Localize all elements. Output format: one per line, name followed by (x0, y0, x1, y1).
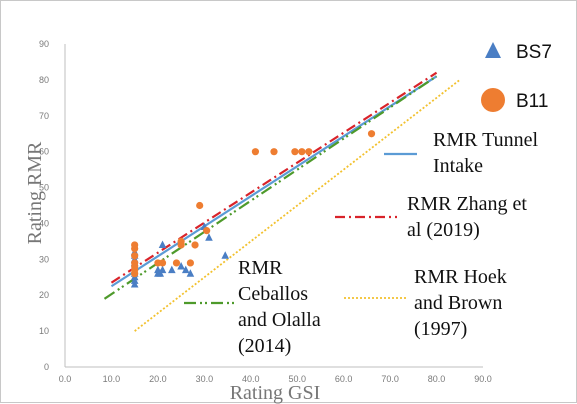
line-label-text: and Brown (414, 292, 502, 314)
b11-point (131, 259, 139, 267)
b11-point (172, 259, 181, 267)
b11-point (298, 148, 306, 156)
line-label-text: and Olalla (238, 309, 321, 331)
line-label-text: (2014) (238, 335, 291, 357)
y-tick-label: 50 (39, 183, 49, 193)
line-label-text: Intake (433, 155, 483, 177)
x-tick-label: 90.0 (474, 374, 492, 384)
b11-point (291, 148, 299, 156)
line-label-text: RMR (238, 257, 283, 279)
b11-point (131, 252, 139, 260)
legend-bs7-marker (485, 42, 501, 58)
b11-point (158, 259, 167, 267)
line-label-text: (1997) (414, 318, 467, 340)
x-tick-label: 80.0 (428, 374, 446, 384)
b11-point (191, 241, 199, 249)
x-tick-label: 30.0 (196, 374, 214, 384)
bs7-point (221, 251, 230, 259)
x-axis-title: Rating GSI (230, 382, 321, 404)
bs7-point (177, 262, 185, 270)
b11-point (186, 259, 194, 267)
b11-point (131, 241, 139, 249)
b11-point (305, 148, 313, 156)
y-tick-label: 30 (39, 254, 49, 264)
y-tick-label: 40 (39, 218, 49, 228)
bs7-point (181, 265, 190, 274)
fit-line (103, 75, 438, 300)
line-label-text: RMR Zhang et (407, 193, 527, 215)
x-tick-label: 0.0 (59, 374, 72, 384)
fit-line (134, 79, 461, 332)
fit-line (110, 71, 438, 284)
legend-b11-label: B11 (516, 91, 548, 112)
data-points (130, 130, 376, 288)
b11-point (270, 148, 278, 156)
y-axis-title: Rating RMR (24, 141, 46, 244)
x-tick-label: 10.0 (103, 374, 121, 384)
b11-point (251, 148, 260, 156)
y-tick-label: 0 (44, 362, 49, 372)
x-tick-label: 60.0 (335, 374, 353, 384)
y-tick-label: 80 (39, 75, 49, 85)
axes (64, 44, 483, 368)
y-tick-label: 10 (39, 326, 49, 336)
bs7-point (186, 269, 195, 277)
y-tick-label: 20 (39, 290, 49, 300)
y-tick-label: 60 (39, 147, 49, 157)
line-label-text: al (2019) (407, 219, 480, 241)
line-label-text: RMR Tunnel (433, 129, 538, 151)
bs7-point (158, 265, 167, 274)
bs7-point (158, 240, 167, 248)
legend-b11-marker (481, 88, 505, 112)
b11-point (367, 130, 376, 138)
bs7-point (168, 265, 176, 274)
b11-point (203, 227, 211, 235)
legend-bs7-label: BS7 (516, 42, 552, 63)
tick-labels: 0.0 10.0 20.0 30.0 40.0 50.0 60.0 70.0 80.0 90.0 0… (39, 39, 492, 384)
line-labels: RMR Tunnel Intake RMR Zhang et al (2019) RMR… (184, 129, 538, 357)
x-tick-label: 20.0 (149, 374, 167, 384)
x-tick-label: 70.0 (381, 374, 399, 384)
y-tick-label: 70 (39, 111, 49, 121)
x-tick-label: 50.0 (288, 374, 306, 384)
line-label-text: Ceballos (238, 283, 308, 305)
b11-point (196, 201, 204, 210)
bs7-point (205, 233, 213, 241)
x-tick-label: 40.0 (242, 374, 260, 384)
legend: BS7 B11 (481, 42, 552, 112)
y-tick-label: 90 (39, 39, 49, 49)
b11-point (177, 237, 185, 245)
line-label-text: RMR Hoek (414, 266, 507, 288)
